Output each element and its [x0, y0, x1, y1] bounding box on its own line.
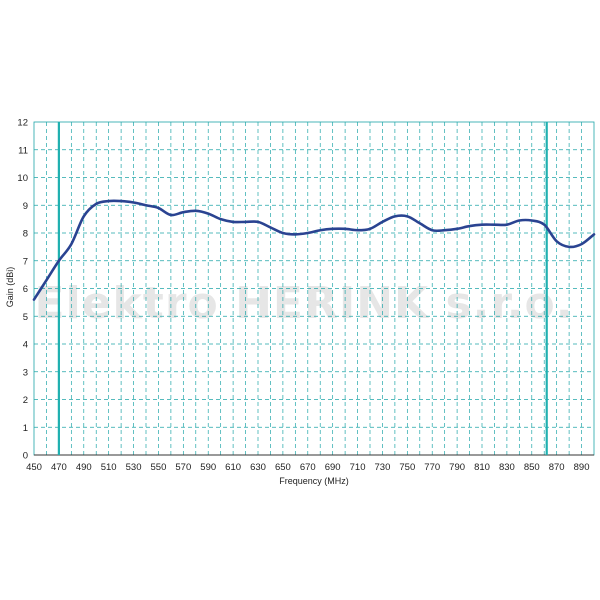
watermark-text: Elektro HERINK s.r.o. [35, 278, 574, 329]
x-tick-label: 690 [325, 462, 341, 473]
x-tick-label: 890 [574, 462, 590, 473]
y-axis-label: Gain (dBi) [5, 267, 15, 308]
band-markers [57, 122, 548, 455]
y-tick-label: 6 [23, 284, 28, 295]
y-tick-label: 2 [23, 395, 28, 406]
x-tick-label: 850 [524, 462, 540, 473]
x-tick-label: 550 [151, 462, 167, 473]
gain-series-line [32, 199, 596, 301]
x-tick-label: 570 [175, 462, 191, 473]
y-tick-label: 5 [23, 312, 28, 323]
x-tick-label: 650 [275, 462, 291, 473]
y-tick-label: 4 [23, 340, 28, 351]
x-tick-label: 470 [51, 462, 67, 473]
y-tick-label: 10 [17, 173, 28, 184]
x-tick-label: 450 [26, 462, 42, 473]
y-tick-label: 12 [17, 118, 28, 129]
y-tick-label: 8 [23, 229, 28, 240]
x-tick-label: 490 [76, 462, 92, 473]
x-tick-label: 750 [399, 462, 415, 473]
x-tick-label: 530 [126, 462, 142, 473]
watermark-layer: Elektro HERINK s.r.o. [35, 278, 574, 329]
x-tick-label: 510 [101, 462, 117, 473]
x-tick-label: 830 [499, 462, 515, 473]
x-tick-label: 710 [350, 462, 366, 473]
x-tick-label: 770 [424, 462, 440, 473]
x-tick-labels: 450 470 490 510 530 550 570 590 610 630 650 670 690 7… [26, 462, 589, 473]
y-tick-label: 9 [23, 201, 28, 212]
y-tick-label: 11 [18, 145, 28, 156]
x-tick-label: 730 [375, 462, 391, 473]
y-tick-label: 7 [23, 256, 28, 267]
x-tick-label: 610 [225, 462, 241, 473]
grid [33, 121, 595, 456]
x-tick-label: 810 [474, 462, 490, 473]
y-tick-label: 1 [23, 423, 28, 434]
x-axis-label: Frequency (MHz) [279, 476, 349, 486]
series-layer [32, 199, 596, 301]
y-tick-label: 3 [23, 367, 28, 378]
x-tick-label: 790 [449, 462, 465, 473]
x-tick-label: 870 [549, 462, 565, 473]
y-tick-label: 0 [23, 451, 28, 462]
x-tick-label: 630 [250, 462, 266, 473]
x-tick-label: 590 [200, 462, 216, 473]
x-tick-label: 670 [300, 462, 316, 473]
